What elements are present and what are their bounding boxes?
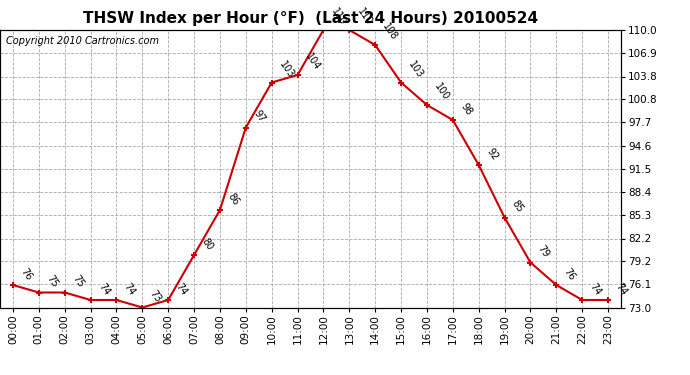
- Text: 97: 97: [251, 109, 266, 125]
- Text: 79: 79: [536, 244, 551, 260]
- Text: 76: 76: [562, 266, 577, 282]
- Text: 85: 85: [510, 199, 525, 215]
- Text: 98: 98: [458, 102, 473, 117]
- Text: 86: 86: [226, 192, 241, 207]
- Text: 100: 100: [433, 81, 451, 102]
- Text: 74: 74: [122, 281, 137, 297]
- Text: 75: 75: [44, 274, 60, 290]
- Text: 74: 74: [613, 281, 629, 297]
- Text: 75: 75: [70, 274, 86, 290]
- Text: 80: 80: [199, 237, 215, 252]
- Text: THSW Index per Hour (°F)  (Last 24 Hours) 20100524: THSW Index per Hour (°F) (Last 24 Hours)…: [83, 11, 538, 26]
- Text: 92: 92: [484, 146, 500, 162]
- Text: 104: 104: [303, 51, 322, 72]
- Text: 103: 103: [406, 59, 425, 80]
- Text: 103: 103: [277, 59, 296, 80]
- Text: 74: 74: [96, 281, 111, 297]
- Text: 76: 76: [19, 266, 34, 282]
- Text: 73: 73: [148, 289, 163, 305]
- Text: 110: 110: [329, 6, 348, 27]
- Text: 110: 110: [355, 6, 373, 27]
- Text: 108: 108: [381, 21, 400, 42]
- Text: Copyright 2010 Cartronics.com: Copyright 2010 Cartronics.com: [6, 36, 159, 45]
- Text: 74: 74: [588, 281, 603, 297]
- Text: 74: 74: [174, 281, 189, 297]
